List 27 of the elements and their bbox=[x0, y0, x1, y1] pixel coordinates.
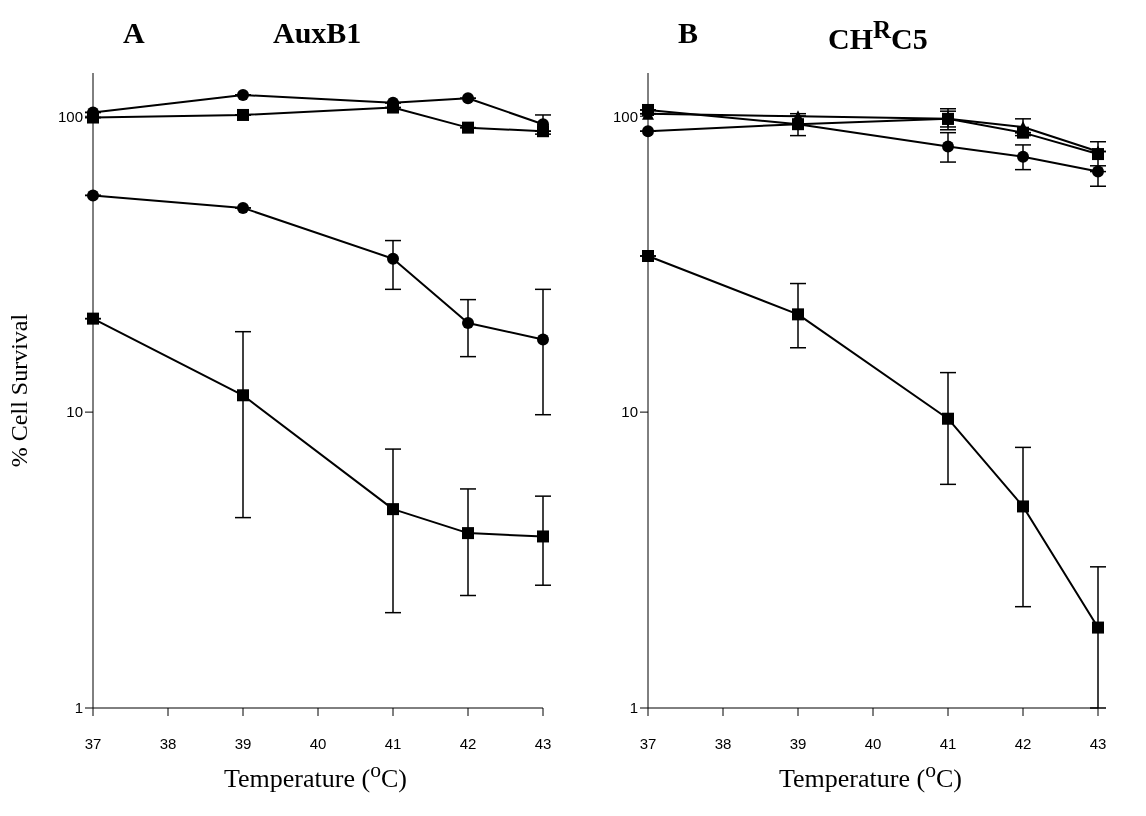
x-tick-label: 39 bbox=[234, 734, 252, 752]
x-tick-label: 38 bbox=[714, 734, 732, 752]
chart-title: AuxB1 bbox=[273, 16, 362, 50]
x-tick-label: 37 bbox=[639, 734, 657, 752]
y-tick-label: 10 bbox=[621, 403, 638, 421]
x-tick-label: 40 bbox=[309, 734, 327, 752]
y-axis-title: % Cell Survival bbox=[5, 313, 32, 468]
x-tick-label: 42 bbox=[459, 734, 477, 752]
text: B bbox=[678, 16, 699, 50]
x-tick-label: 42 bbox=[1014, 734, 1032, 752]
x-axis-title: Temperature ($^{o}$C) bbox=[223, 758, 408, 794]
y-tick-label: 1 bbox=[74, 699, 83, 717]
y-tick-label: 10 bbox=[66, 403, 83, 421]
y-tick-label: 1 bbox=[629, 699, 638, 717]
x-tick-label: 39 bbox=[789, 734, 807, 752]
chart-title: CH$^{R}$C5 bbox=[828, 16, 928, 56]
x-tick-label: 38 bbox=[159, 734, 177, 752]
x-tick-label: 37 bbox=[84, 734, 102, 752]
y-tick-label: 100 bbox=[612, 107, 638, 125]
x-tick-label: 40 bbox=[864, 734, 882, 752]
x-tick-label: 41 bbox=[384, 734, 402, 752]
text: A bbox=[123, 16, 145, 50]
x-tick-label: 43 bbox=[534, 734, 552, 752]
x-tick-label: 41 bbox=[939, 734, 957, 752]
x-tick-label: 43 bbox=[1089, 734, 1107, 752]
x-axis-title: Temperature ($^{o}$C) bbox=[778, 758, 963, 794]
y-tick-label: 100 bbox=[57, 107, 83, 125]
